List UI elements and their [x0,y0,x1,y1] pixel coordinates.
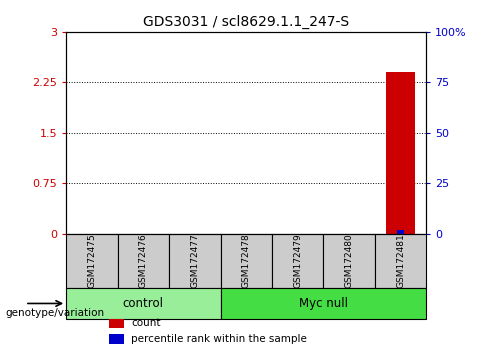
Text: count: count [131,318,161,328]
Bar [66,234,118,288]
Text: Myc null: Myc null [299,297,348,310]
Bar [109,334,124,344]
Text: GSM172480: GSM172480 [344,233,354,288]
Text: GSM172477: GSM172477 [190,233,199,288]
Text: control: control [123,297,164,310]
Bar [220,234,272,288]
Bar [323,234,375,288]
Text: GSM172475: GSM172475 [87,233,97,288]
Bar [375,234,426,288]
Text: GSM172478: GSM172478 [242,233,251,288]
Text: GSM172476: GSM172476 [139,233,148,288]
Bar [387,72,415,234]
Text: genotype/variation: genotype/variation [5,308,104,318]
Text: GSM172479: GSM172479 [293,233,302,288]
Text: percentile rank within the sample: percentile rank within the sample [131,334,307,344]
Bar [169,234,220,288]
Title: GDS3031 / scl8629.1.1_247-S: GDS3031 / scl8629.1.1_247-S [143,15,349,29]
Text: GSM172481: GSM172481 [396,233,405,288]
Bar [397,230,404,234]
Bar [272,234,323,288]
Bar [220,288,426,319]
Bar [109,318,124,328]
Bar [66,288,220,319]
Bar [118,234,169,288]
